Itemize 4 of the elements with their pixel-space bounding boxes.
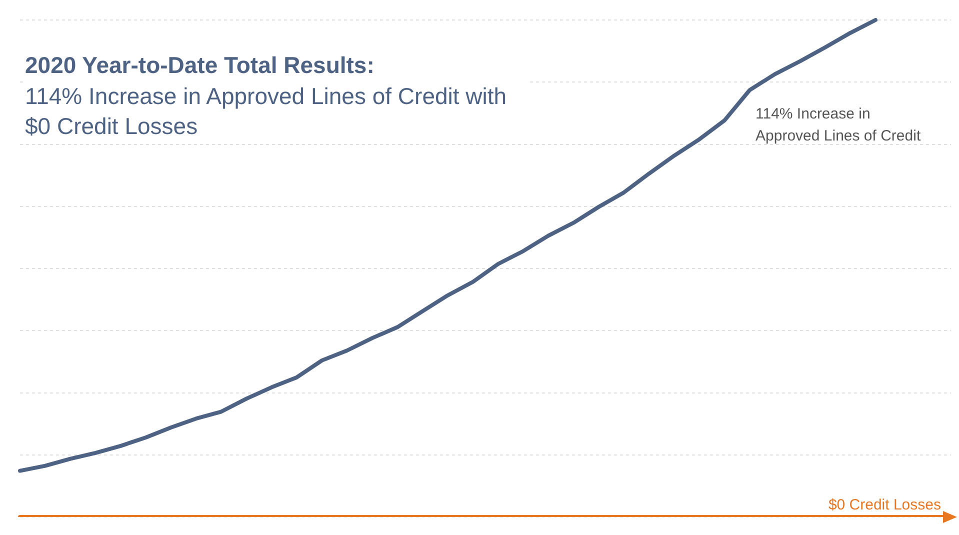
text: 114% Increase in Approved Lines of Credit with $0 Credit Losses — [25, 82, 508, 141]
series-label: $0 Credit Losses — [828, 496, 941, 514]
series-label: 114% Increase in Approved Lines of Credit — [756, 106, 922, 145]
text: 2020 Year-to-Date Total Results: — [25, 52, 376, 79]
